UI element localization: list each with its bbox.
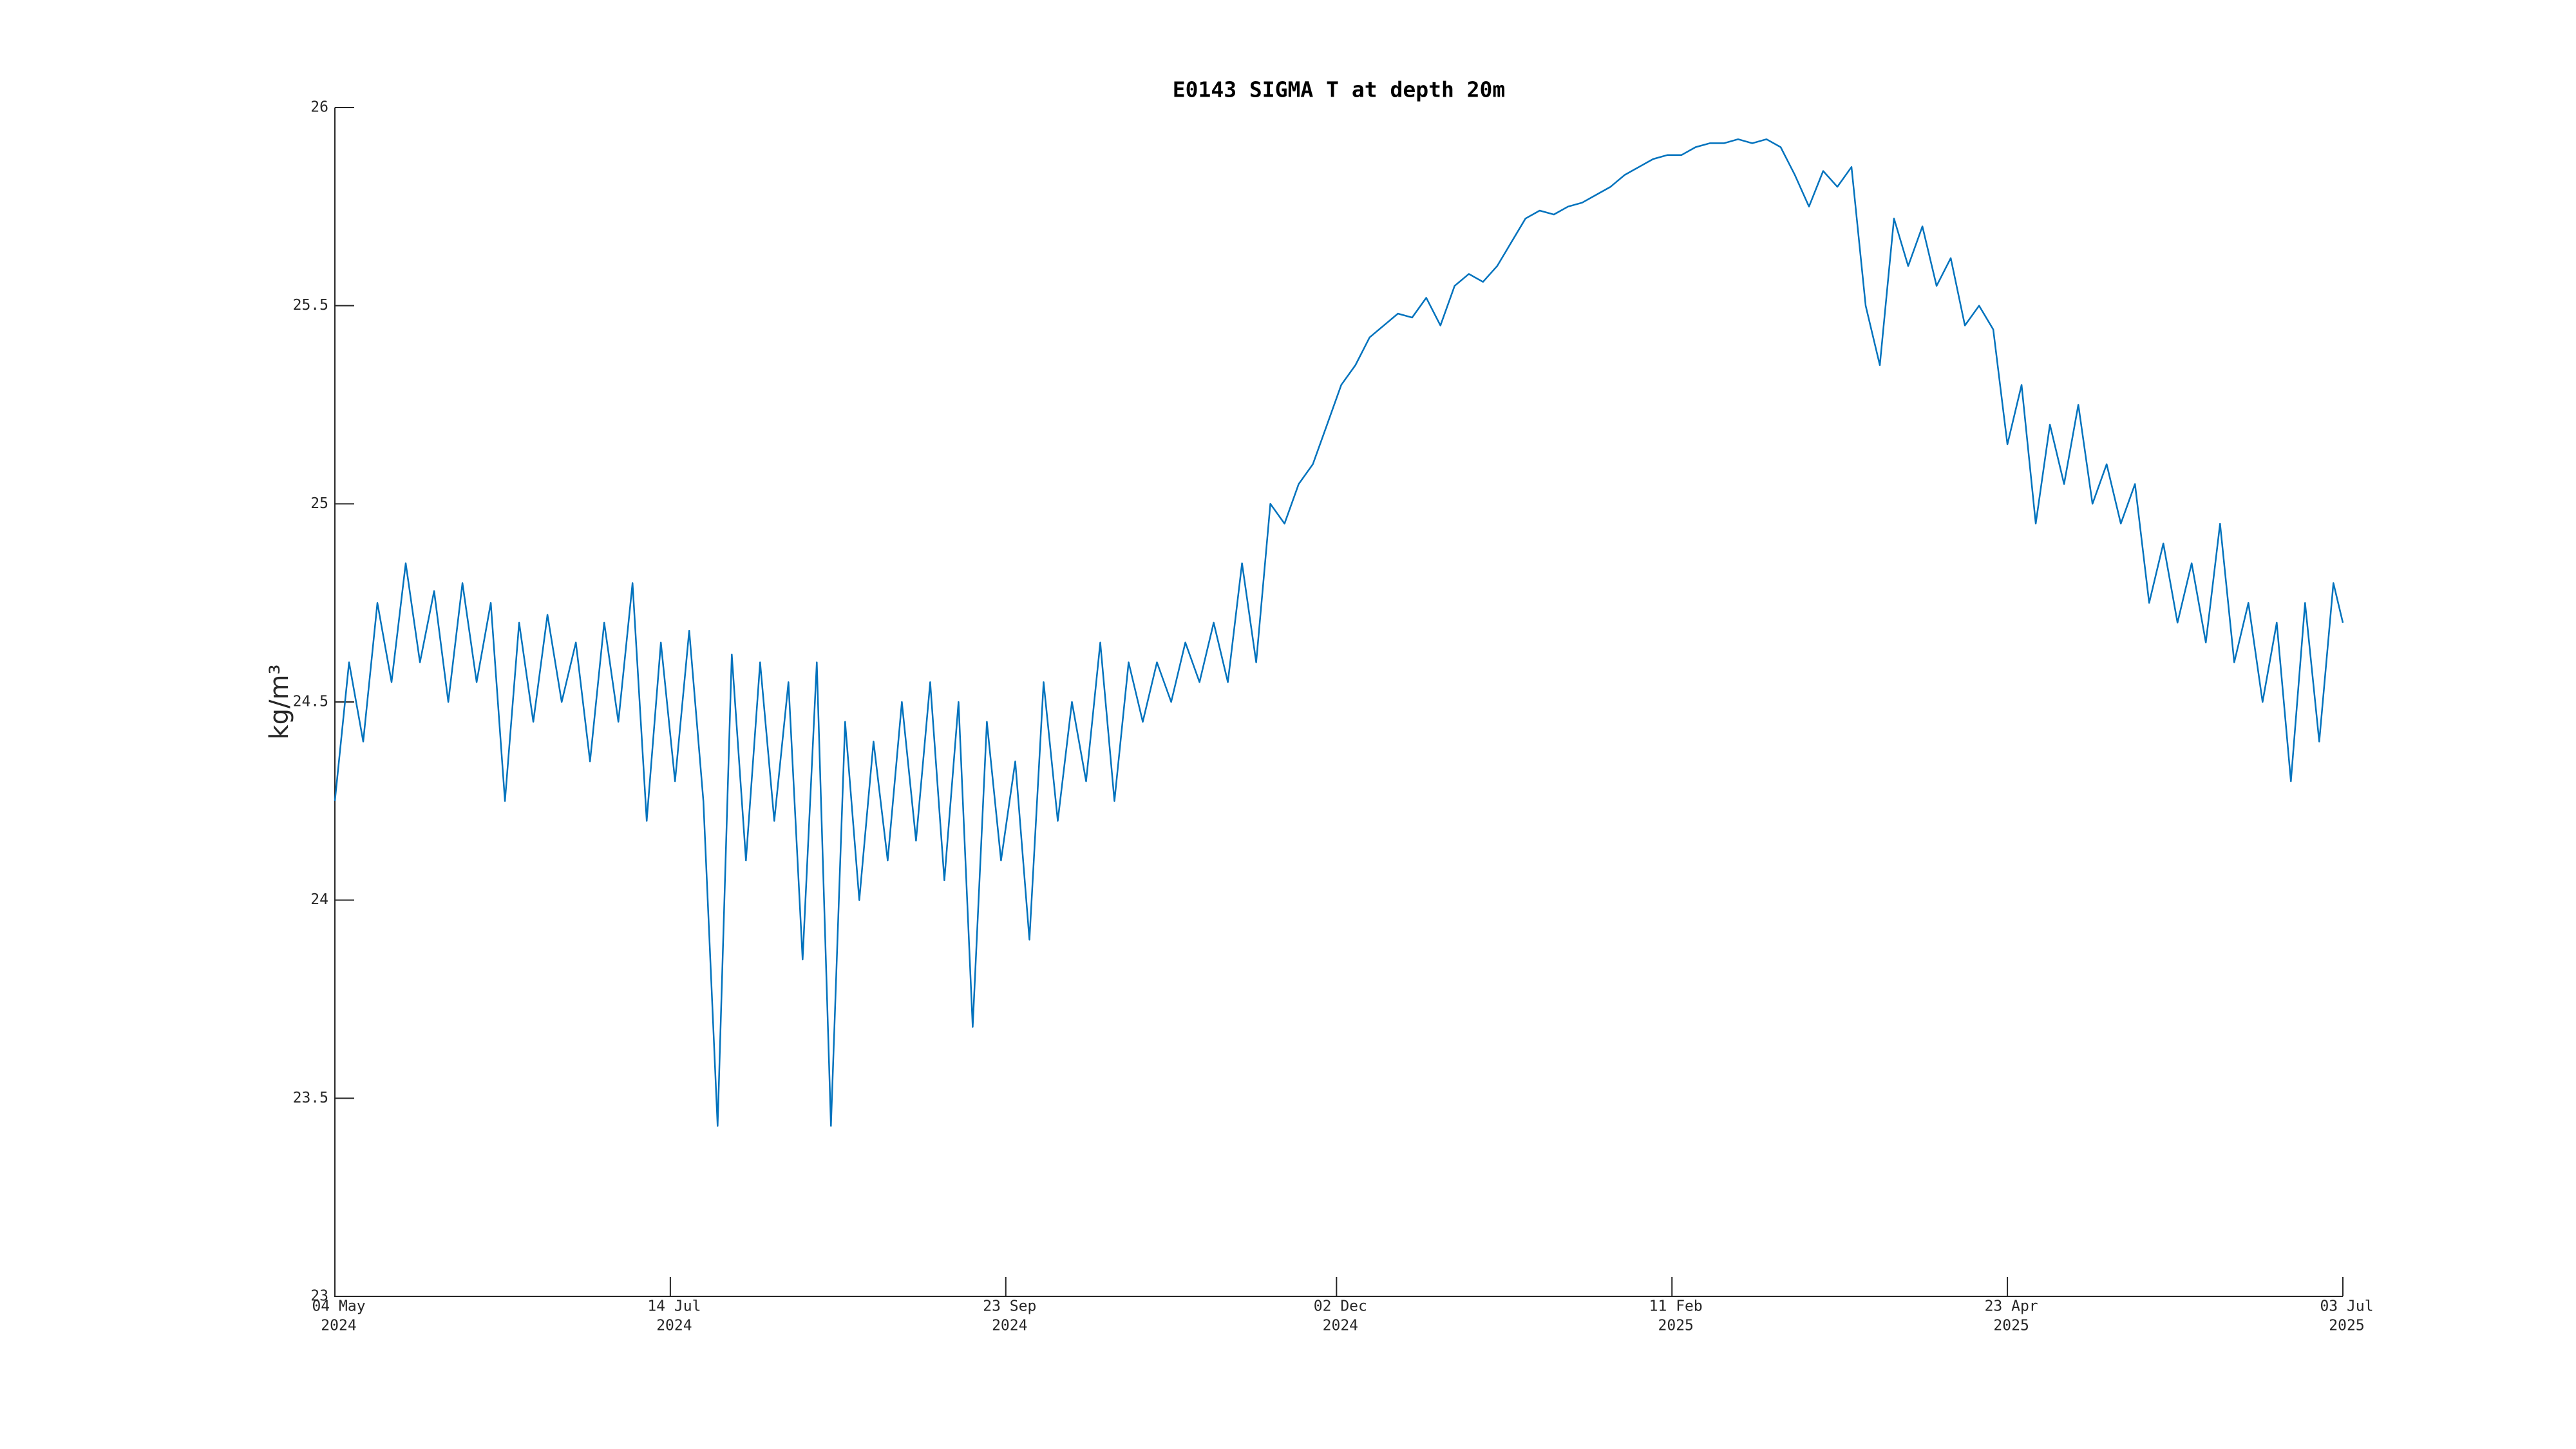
x-tick-label: 2024	[1323, 1318, 1358, 1334]
y-tick-label: 25.5	[293, 297, 328, 314]
chart-title: E0143 SIGMA T at depth 20m	[1173, 77, 1506, 102]
x-tick-label: 03 Jul	[2320, 1298, 2373, 1315]
x-tick-label: 14 Jul	[647, 1298, 701, 1315]
x-tick-label: 23 Sep	[983, 1298, 1036, 1315]
y-tick-label: 23.5	[293, 1090, 328, 1106]
x-tick-label: 2024	[656, 1318, 692, 1334]
data-line	[334, 138, 2344, 1127]
x-tick-label: 2024	[992, 1318, 1027, 1334]
x-tick-label: 2025	[1658, 1318, 1694, 1334]
x-tick-label: 23 Apr	[1985, 1298, 2038, 1315]
x-tick-label: 2025	[2329, 1318, 2364, 1334]
y-tick-label: 24	[310, 891, 328, 908]
y-axis-label: kg/m³	[265, 664, 294, 739]
y-tick-label: 23	[310, 1288, 328, 1305]
y-tick-label: 25	[310, 495, 328, 512]
x-tick-label: 02 Dec	[1314, 1298, 1367, 1315]
x-tick-label: 2024	[321, 1318, 356, 1334]
y-tick-label: 26	[310, 99, 328, 116]
x-tick-label: 04 May	[312, 1298, 365, 1315]
x-tick-label: 2025	[1993, 1318, 2029, 1334]
x-tick-label: 11 Feb	[1649, 1298, 1703, 1315]
y-tick-label: 24.5	[293, 694, 328, 710]
